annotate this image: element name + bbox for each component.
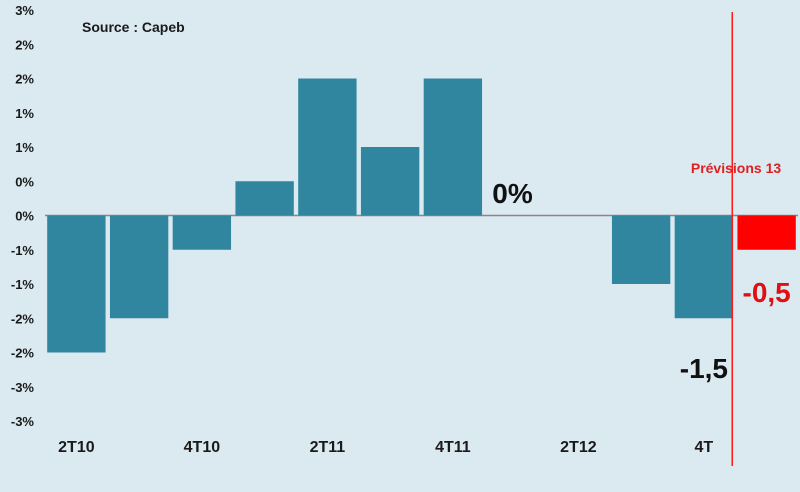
x-tick-label: 4T11 <box>435 439 471 456</box>
y-tick-label: 1% <box>15 140 34 155</box>
y-tick-label: -1% <box>11 277 35 292</box>
y-axis-ticks: 3% 2% 2% 1% 1% 0% 0% -1% -1% -2% -2% -3% -3% <box>11 3 35 429</box>
bar <box>423 78 483 216</box>
last-value-annotation: -1,5 <box>680 353 728 384</box>
bars-group <box>47 78 796 353</box>
bar <box>47 215 106 353</box>
zero-annotation: 0% <box>492 178 533 209</box>
y-tick-label: 0% <box>15 174 34 189</box>
bar <box>298 78 357 216</box>
x-tick-label: 4T10 <box>184 439 221 456</box>
y-tick-label: -2% <box>11 311 35 326</box>
forecast-title-label: Prévisions 13 <box>691 160 781 176</box>
y-tick-label: 0% <box>15 209 34 224</box>
x-tick-label: 2T10 <box>58 439 95 456</box>
forecast-value-annotation: -0,5 <box>743 277 791 308</box>
y-tick-label: -2% <box>11 346 35 361</box>
bar <box>109 215 169 319</box>
x-tick-label: 2T11 <box>310 439 346 456</box>
bar <box>235 181 294 216</box>
y-tick-label: 1% <box>15 106 34 121</box>
y-tick-label: 2% <box>15 37 34 52</box>
source-label: Source : Capeb <box>82 19 185 35</box>
y-tick-label: -3% <box>11 380 35 395</box>
bar <box>611 215 671 284</box>
x-axis-ticks: 2T10 4T10 2T11 4T11 2T12 4T <box>58 439 713 456</box>
x-tick-label: 2T12 <box>560 439 597 456</box>
y-tick-label: -1% <box>11 243 35 258</box>
y-tick-label: -3% <box>11 414 35 429</box>
bar <box>172 215 232 250</box>
bar <box>360 147 420 216</box>
y-tick-label: 3% <box>15 3 34 18</box>
x-tick-label: 4T <box>695 439 714 456</box>
forecast-bar <box>737 215 796 250</box>
bar <box>674 215 734 319</box>
y-tick-label: 2% <box>15 72 34 87</box>
